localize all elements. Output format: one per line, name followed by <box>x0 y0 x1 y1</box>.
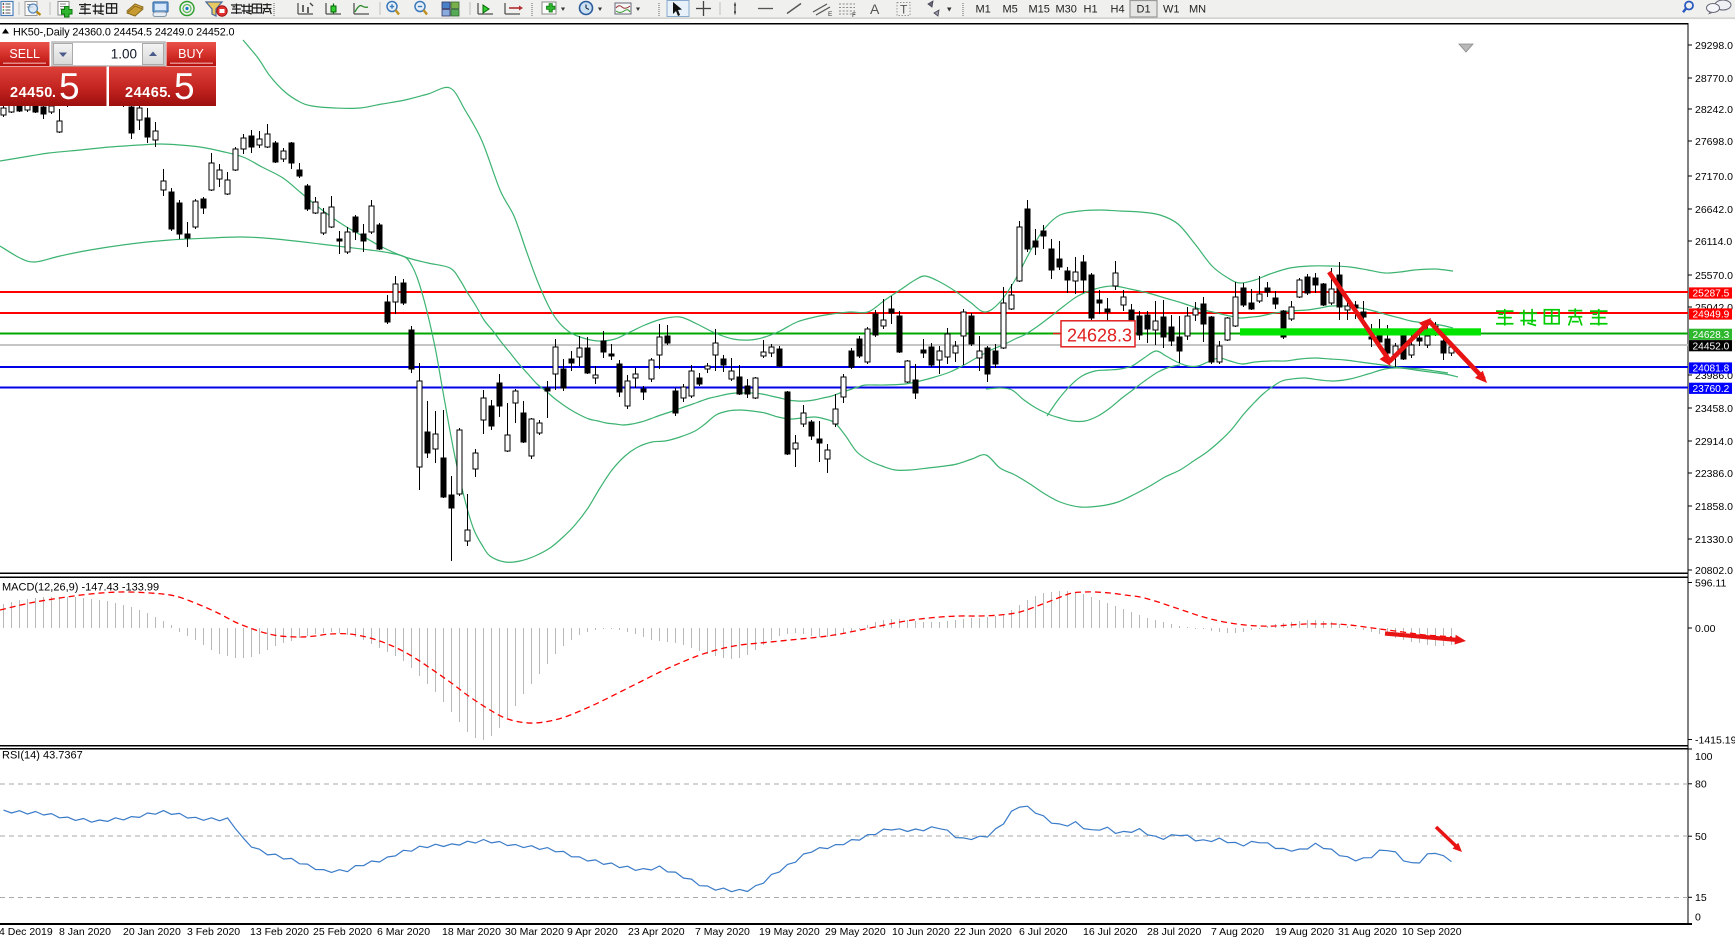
svg-text:24081.8: 24081.8 <box>1693 364 1730 375</box>
svg-text:M15: M15 <box>1029 4 1050 16</box>
svg-text:19 May 2020: 19 May 2020 <box>759 926 820 938</box>
svg-text:H4: H4 <box>1111 4 1125 16</box>
svg-text:21858.0: 21858.0 <box>1695 501 1733 513</box>
svg-text:5: 5 <box>174 66 195 107</box>
svg-text:22386.0: 22386.0 <box>1695 468 1733 480</box>
svg-text:W1: W1 <box>1163 4 1180 16</box>
svg-text:31 Aug 2020: 31 Aug 2020 <box>1338 926 1397 938</box>
svg-text:T: T <box>900 3 908 17</box>
svg-text:-1415.19: -1415.19 <box>1695 734 1735 746</box>
svg-text:19 Aug 2020: 19 Aug 2020 <box>1275 926 1334 938</box>
svg-text:1.00: 1.00 <box>111 47 137 62</box>
svg-text:H1: H1 <box>1084 4 1098 16</box>
svg-text:MN: MN <box>1189 4 1206 16</box>
svg-text:E: E <box>828 11 833 18</box>
svg-text:24949.9: 24949.9 <box>1693 310 1730 321</box>
svg-text:28770.0: 28770.0 <box>1695 73 1733 85</box>
svg-text:.: . <box>167 84 171 100</box>
svg-text:27170.0: 27170.0 <box>1695 171 1733 183</box>
svg-text:5: 5 <box>59 66 80 107</box>
svg-text:RSI(14) 43.7367: RSI(14) 43.7367 <box>2 750 83 762</box>
svg-text:15: 15 <box>1695 892 1707 904</box>
svg-text:8 Jan 2020: 8 Jan 2020 <box>59 926 111 938</box>
svg-text:A: A <box>870 1 880 17</box>
svg-text:30 Mar 2020: 30 Mar 2020 <box>505 926 564 938</box>
svg-text:D1: D1 <box>1137 4 1151 16</box>
svg-text:100: 100 <box>1695 751 1713 763</box>
svg-text:MACD(12,26,9) -147.43 -133.99: MACD(12,26,9) -147.43 -133.99 <box>2 582 159 594</box>
svg-text:24628.3: 24628.3 <box>1693 330 1730 341</box>
svg-text:27698.0: 27698.0 <box>1695 136 1733 148</box>
svg-text:26642.0: 26642.0 <box>1695 204 1733 216</box>
svg-text:20802.0: 20802.0 <box>1695 565 1733 577</box>
svg-text:80: 80 <box>1695 779 1707 791</box>
svg-text:M5: M5 <box>1003 4 1018 16</box>
svg-text:22 Jun 2020: 22 Jun 2020 <box>954 926 1012 938</box>
svg-text:7 Aug 2020: 7 Aug 2020 <box>1211 926 1264 938</box>
svg-text:BUY: BUY <box>178 47 204 61</box>
svg-text:24465: 24465 <box>125 85 168 101</box>
svg-text:28242.0: 28242.0 <box>1695 104 1733 116</box>
svg-text:F: F <box>852 12 856 19</box>
svg-text:0: 0 <box>1695 911 1701 923</box>
svg-text:21330.0: 21330.0 <box>1695 534 1733 546</box>
svg-text:10 Jun 2020: 10 Jun 2020 <box>892 926 950 938</box>
svg-text:.: . <box>52 84 56 100</box>
svg-text:16 Jul 2020: 16 Jul 2020 <box>1083 926 1137 938</box>
svg-text:M1: M1 <box>976 4 991 16</box>
svg-text:24628.3: 24628.3 <box>1067 326 1132 346</box>
svg-text:7 May 2020: 7 May 2020 <box>695 926 750 938</box>
svg-text:50: 50 <box>1695 831 1707 843</box>
svg-text:25287.5: 25287.5 <box>1693 289 1730 300</box>
svg-text:29298.0: 29298.0 <box>1695 40 1733 52</box>
svg-text:26114.0: 26114.0 <box>1695 236 1732 248</box>
svg-text:29 May 2020: 29 May 2020 <box>825 926 886 938</box>
svg-text:4 Dec 2019: 4 Dec 2019 <box>0 926 53 938</box>
svg-text:6 Mar 2020: 6 Mar 2020 <box>377 926 430 938</box>
svg-text:9 Apr 2020: 9 Apr 2020 <box>567 926 618 938</box>
svg-text:13 Feb 2020: 13 Feb 2020 <box>250 926 309 938</box>
svg-text:23458.0: 23458.0 <box>1695 403 1733 415</box>
svg-text:22914.0: 22914.0 <box>1695 436 1733 448</box>
svg-text:28 Jul 2020: 28 Jul 2020 <box>1147 926 1201 938</box>
svg-text:M30: M30 <box>1056 4 1077 16</box>
svg-text:25 Feb 2020: 25 Feb 2020 <box>313 926 372 938</box>
svg-text:0.00: 0.00 <box>1695 623 1716 635</box>
svg-text:6 Jul 2020: 6 Jul 2020 <box>1019 926 1068 938</box>
svg-text:24452.0: 24452.0 <box>1693 341 1730 352</box>
svg-text:25570.0: 25570.0 <box>1695 270 1733 282</box>
svg-text:23760.2: 23760.2 <box>1693 384 1730 395</box>
svg-text:10 Sep 2020: 10 Sep 2020 <box>1402 926 1462 938</box>
svg-text:596.11: 596.11 <box>1695 577 1726 589</box>
svg-text:SELL: SELL <box>9 47 40 61</box>
svg-text:3 Feb 2020: 3 Feb 2020 <box>187 926 240 938</box>
svg-text:18 Mar 2020: 18 Mar 2020 <box>442 926 501 938</box>
svg-text:23 Apr 2020: 23 Apr 2020 <box>628 926 685 938</box>
svg-text:24450: 24450 <box>10 85 53 101</box>
svg-text:20 Jan 2020: 20 Jan 2020 <box>123 926 181 938</box>
svg-text:HK50-,Daily 24360.0 24454.5 2: HK50-,Daily 24360.0 24454.5 24249.0 2445… <box>13 27 235 39</box>
